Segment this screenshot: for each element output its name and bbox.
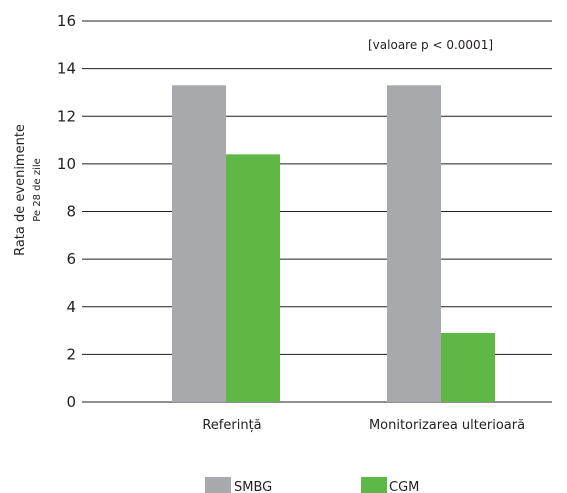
legend: SMBG CGM — [205, 477, 419, 493]
bar-smbg-1 — [387, 85, 441, 402]
y-tick-label: 0 — [66, 393, 76, 411]
y-tick-label: 12 — [57, 107, 76, 125]
category-labels: Referință Monitorizarea ulterioară — [202, 418, 525, 433]
bar-smbg-0 — [172, 85, 226, 402]
y-tick-label: 10 — [57, 155, 76, 173]
y-tick-label: 2 — [66, 345, 76, 363]
gridlines — [82, 20, 552, 403]
bars — [172, 85, 495, 402]
bar-cgm-0 — [226, 154, 280, 402]
y-tick-label: 4 — [66, 298, 76, 316]
legend-label-smbg: SMBG — [234, 480, 272, 493]
legend-swatch-smbg — [205, 477, 231, 493]
p-value-annotation: [valoare p < 0.0001] — [368, 38, 493, 52]
y-tick-label: 6 — [66, 250, 76, 268]
legend-swatch-cgm — [361, 477, 387, 493]
category-label: Referință — [202, 418, 261, 433]
y-axis-title: Rata de evenimente — [13, 124, 28, 256]
y-tick-label: 8 — [66, 203, 76, 221]
y-tick-label: 14 — [57, 60, 76, 78]
category-label: Monitorizarea ulterioară — [369, 418, 525, 433]
y-tick-labels: 0 2 4 6 8 10 12 14 16 — [57, 12, 76, 411]
y-axis-subtitle: Pe 28 de zile — [32, 158, 43, 222]
y-tick-label: 16 — [57, 12, 76, 30]
bar-cgm-1 — [441, 332, 495, 402]
legend-label-cgm: CGM — [389, 480, 419, 493]
